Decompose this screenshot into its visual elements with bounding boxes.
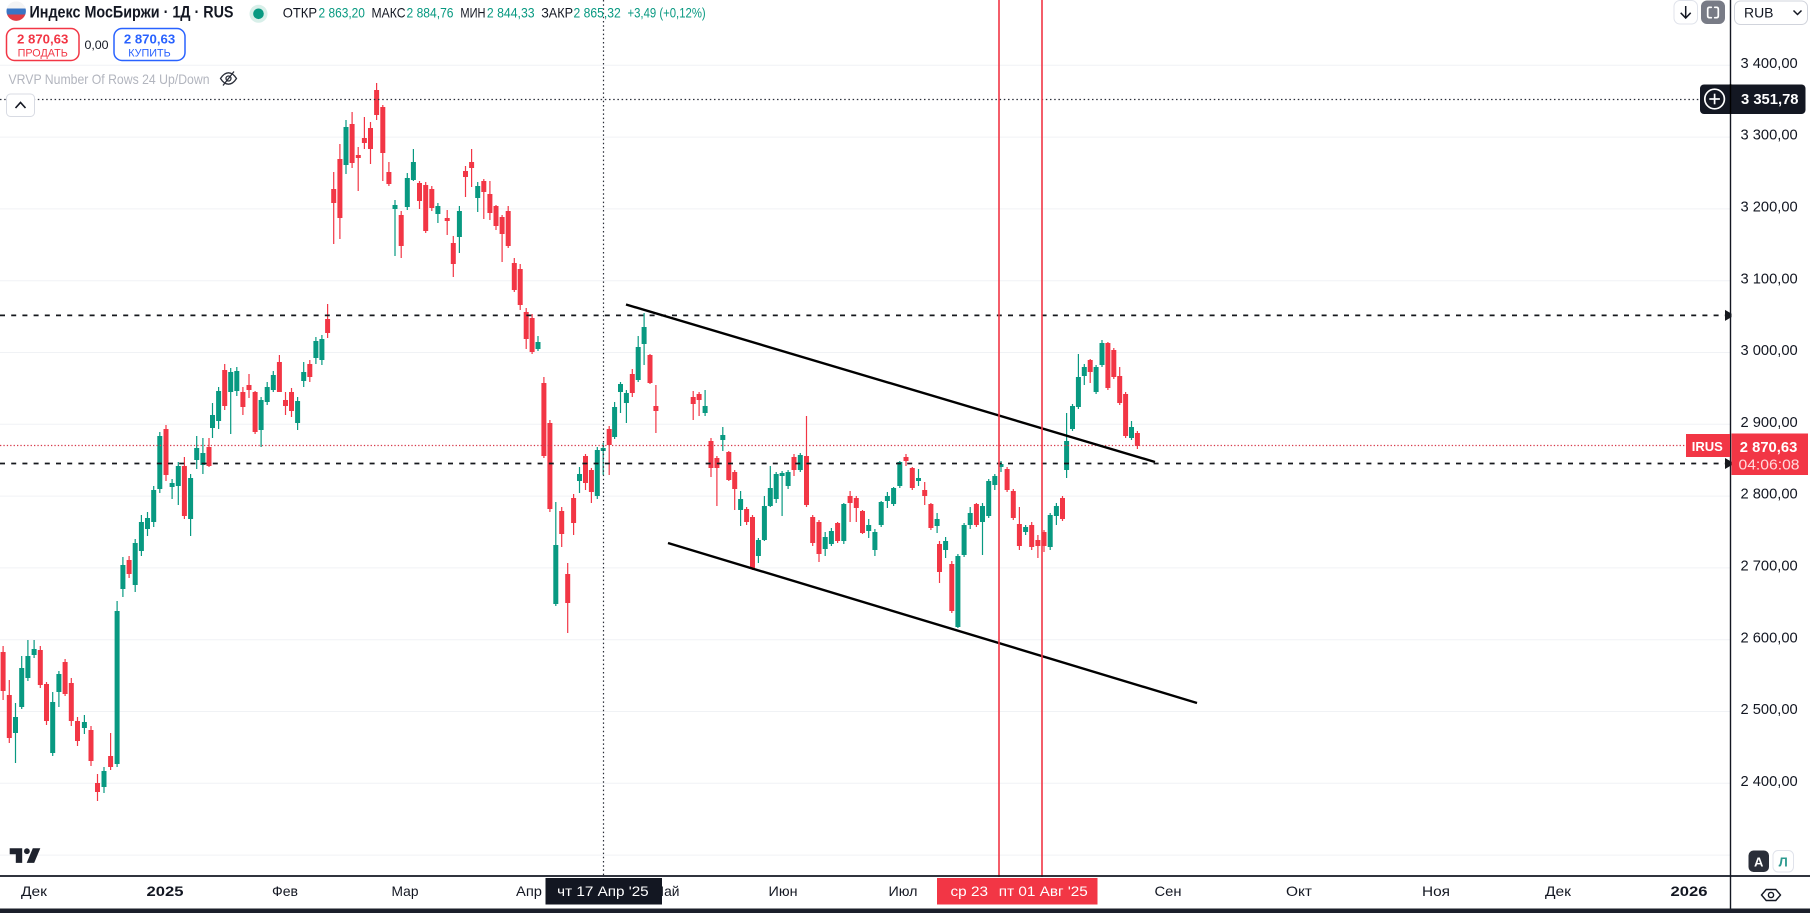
svg-text:Окт: Окт bbox=[1286, 883, 1313, 899]
svg-text:Дек: Дек bbox=[1545, 883, 1572, 899]
svg-text:2 700,00: 2 700,00 bbox=[1741, 559, 1798, 575]
svg-text:VRVP Number Of Rows 24 Up/Down: VRVP Number Of Rows 24 Up/Down bbox=[9, 71, 210, 87]
svg-text:3 200,00: 3 200,00 bbox=[1741, 200, 1798, 216]
svg-text:пт 01 Авг '25: пт 01 Авг '25 bbox=[999, 884, 1088, 899]
svg-text:МИН: МИН bbox=[460, 5, 485, 20]
svg-text:Апр: Апр bbox=[516, 883, 542, 899]
svg-text:ПРОДАТЬ: ПРОДАТЬ bbox=[18, 48, 68, 60]
svg-text:чт 17 Апр '25: чт 17 Апр '25 bbox=[557, 884, 649, 899]
svg-text:А: А bbox=[1754, 855, 1764, 870]
svg-text:2 400,00: 2 400,00 bbox=[1741, 774, 1798, 790]
svg-text:3 100,00: 3 100,00 bbox=[1741, 271, 1798, 287]
svg-text:3 400,00: 3 400,00 bbox=[1741, 56, 1798, 72]
svg-text:2 870,63: 2 870,63 bbox=[1740, 440, 1798, 456]
svg-text:Дек: Дек bbox=[21, 883, 48, 899]
svg-text:ЗАКР: ЗАКР bbox=[541, 5, 573, 20]
svg-text:0,00: 0,00 bbox=[84, 38, 108, 52]
svg-text:Сен: Сен bbox=[1155, 883, 1182, 899]
svg-text:2 600,00: 2 600,00 bbox=[1741, 630, 1798, 646]
svg-text:2 884,76: 2 884,76 bbox=[407, 5, 454, 20]
svg-text:Л: Л bbox=[1779, 855, 1788, 870]
svg-text:04:06:08: 04:06:08 bbox=[1739, 457, 1800, 473]
svg-text:2 863,20: 2 863,20 bbox=[319, 5, 366, 20]
svg-text:Июл: Июл bbox=[889, 883, 918, 899]
svg-text:3 351,78: 3 351,78 bbox=[1741, 92, 1799, 108]
svg-text:2 870,63: 2 870,63 bbox=[17, 32, 68, 47]
svg-text:Индекс МосБиржи · 1Д · RUS: Индекс МосБиржи · 1Д · RUS bbox=[30, 3, 234, 21]
svg-text:Мар: Мар bbox=[392, 883, 419, 899]
svg-text:IRUS: IRUS bbox=[1692, 439, 1723, 454]
svg-text:Июн: Июн bbox=[769, 883, 798, 899]
svg-text:2 500,00: 2 500,00 bbox=[1741, 702, 1798, 718]
svg-text:Ноя: Ноя bbox=[1422, 883, 1450, 899]
svg-text:2 900,00: 2 900,00 bbox=[1741, 415, 1798, 431]
svg-text:3 000,00: 3 000,00 bbox=[1741, 343, 1798, 359]
svg-text:2026: 2026 bbox=[1671, 883, 1708, 899]
svg-text:RUB: RUB bbox=[1744, 6, 1774, 21]
svg-text:2 865,32: 2 865,32 bbox=[574, 5, 621, 20]
svg-text:2 844,33: 2 844,33 bbox=[487, 5, 535, 20]
svg-text:+3,49 (+0,12%): +3,49 (+0,12%) bbox=[628, 5, 706, 20]
svg-text:3 300,00: 3 300,00 bbox=[1741, 128, 1798, 144]
svg-text:ОТКР: ОТКР bbox=[283, 5, 317, 20]
svg-text:МАКС: МАКС bbox=[372, 5, 406, 20]
svg-text:2025: 2025 bbox=[147, 883, 184, 899]
svg-text:2 800,00: 2 800,00 bbox=[1741, 487, 1798, 503]
svg-text:КУПИТЬ: КУПИТЬ bbox=[128, 48, 170, 60]
svg-text:ср 23: ср 23 bbox=[951, 884, 989, 899]
svg-text:Фев: Фев bbox=[272, 883, 298, 899]
svg-text:2 870,63: 2 870,63 bbox=[124, 32, 175, 47]
